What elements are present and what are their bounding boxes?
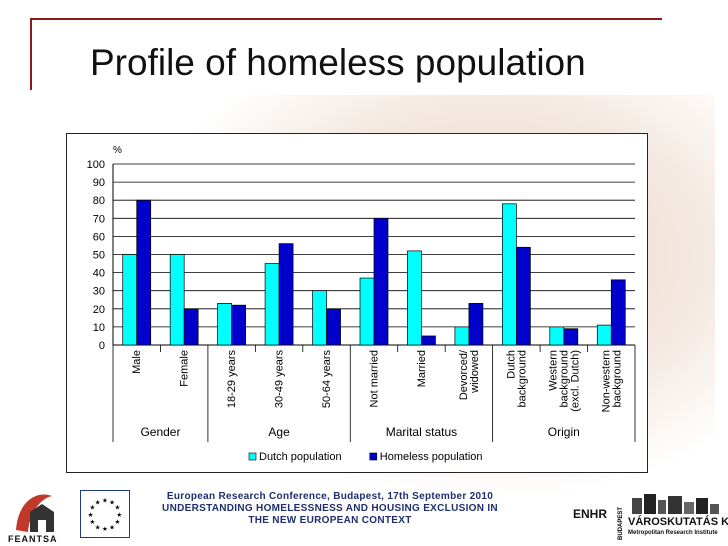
bar-homeless-population	[516, 246, 531, 346]
y-tick-label: 100	[87, 159, 105, 171]
bar-dutch-population	[596, 324, 612, 346]
x-category-label: background	[516, 350, 528, 408]
budapest-vertical-label: BUDAPEST	[618, 507, 624, 540]
footer-line-1: European Research Conference, Budapest, …	[166, 491, 494, 502]
eu-star-icon: ★	[109, 523, 115, 531]
y-tick-label: 60	[93, 231, 105, 243]
legend-label: Dutch population	[259, 451, 342, 463]
group-label: Origin	[548, 425, 580, 439]
bar-dutch-population	[454, 326, 470, 346]
group-label: Marital status	[386, 425, 457, 439]
eu-star-icon: ★	[114, 504, 120, 512]
y-tick-label: 40	[93, 268, 105, 280]
eu-star-icon: ★	[90, 518, 96, 526]
x-category-label: 50-64 years	[321, 350, 333, 409]
eu-star-icon: ★	[116, 511, 122, 519]
feantsa-logo	[16, 494, 54, 532]
bar-chart: % 0 10 20 30 40 50 60 70 80 90 100 Male Female 18-29 y…	[87, 145, 636, 463]
bar-homeless-population	[278, 243, 294, 346]
y-tick-label: 0	[99, 340, 105, 352]
bar-homeless-population	[468, 303, 484, 346]
x-category-label: 30-49 years	[274, 350, 286, 409]
footer-line-3: THE NEW EUROPEAN CONTEXT	[248, 515, 412, 526]
x-category-label: Devorced/	[458, 349, 470, 400]
eu-flag-icon: ★★★★★★★★★ ★ ★★	[80, 490, 130, 538]
eu-star-icon: ★	[102, 525, 108, 533]
x-category-label: background	[611, 350, 623, 408]
x-category-label: Married	[416, 350, 428, 387]
title-rule-vertical	[30, 18, 32, 90]
eu-star-icon: ★	[109, 498, 115, 506]
eu-star-icon: ★	[114, 518, 120, 526]
bar-homeless-population	[231, 304, 246, 346]
bar-homeless-population	[421, 335, 436, 346]
y-tick-label: 70	[93, 213, 105, 225]
x-category-label: Male	[131, 350, 143, 374]
bar-dutch-population	[407, 250, 422, 346]
bar-homeless-population	[183, 308, 199, 346]
eu-star-icon: ★	[102, 497, 108, 505]
x-category-label: Dutch	[505, 350, 517, 379]
slide-title: Profile of homeless population	[90, 42, 586, 83]
footer-line-2: UNDERSTANDING HOMELESSNESS AND HOUSING E…	[162, 503, 498, 514]
y-tick-label: 80	[93, 195, 105, 207]
x-category-label: Western	[547, 350, 559, 391]
bar-homeless-population	[563, 328, 579, 346]
y-tick-label: 30	[93, 286, 105, 298]
x-category-label: Not married	[369, 350, 381, 407]
group-label: Age	[268, 425, 290, 439]
varoskutatas-building-icon	[632, 494, 719, 514]
bar-homeless-population	[326, 308, 341, 346]
y-tick-label: 10	[93, 322, 105, 334]
bar-dutch-population	[217, 303, 232, 346]
legend-swatch	[248, 452, 257, 461]
x-category-label: Non-western	[600, 350, 612, 412]
x-category-label: Female	[179, 350, 191, 387]
x-category-label: background	[558, 350, 570, 408]
y-tick-label: 50	[93, 250, 105, 262]
x-category-label: (excl. Dutch)	[569, 350, 581, 412]
bar-homeless-population	[610, 279, 626, 346]
bar-homeless-population	[136, 199, 152, 346]
bar-dutch-population	[264, 263, 280, 346]
bar-homeless-population	[373, 217, 389, 346]
bar-dutch-population	[549, 326, 565, 346]
x-category-label: 18-29 years	[226, 350, 238, 409]
bar-dutch-population	[122, 254, 138, 346]
eu-star-icon: ★	[90, 504, 96, 512]
eu-star-icon: ★	[88, 511, 94, 519]
bar-dutch-population	[169, 254, 185, 346]
budapest-vertical-text: BUDAPEST	[618, 507, 624, 540]
footer-conference-text: European Research Conference, Budapest, …	[140, 491, 520, 527]
feantsa-label: FEANTSA	[8, 534, 58, 544]
varoskutatas-subtitle: Metropolitan Research Institute	[628, 530, 718, 536]
bar-dutch-population	[359, 277, 375, 346]
eu-star-icon: ★	[95, 498, 101, 506]
legend-label: Homeless population	[380, 451, 483, 463]
y-tick-label: 90	[93, 177, 105, 189]
bar-dutch-population	[312, 290, 327, 346]
bar-dutch-population	[502, 203, 517, 346]
y-axis-unit-label: %	[113, 145, 122, 156]
x-category-label: widowed	[469, 350, 481, 394]
legend-swatch	[369, 452, 378, 461]
group-label: Gender	[140, 425, 180, 439]
enhr-logo: ENHR	[573, 507, 608, 521]
varoskutatas-name: VÁROSKUTATÁS KFT	[628, 516, 728, 528]
title-rule-horizontal	[30, 18, 662, 20]
y-tick-label: 20	[93, 304, 105, 316]
eu-star-icon: ★	[95, 523, 101, 531]
chart-panel: % 0 10 20 30 40 50 60 70 80 90 100 Male Female 18-29 y…	[66, 133, 648, 473]
